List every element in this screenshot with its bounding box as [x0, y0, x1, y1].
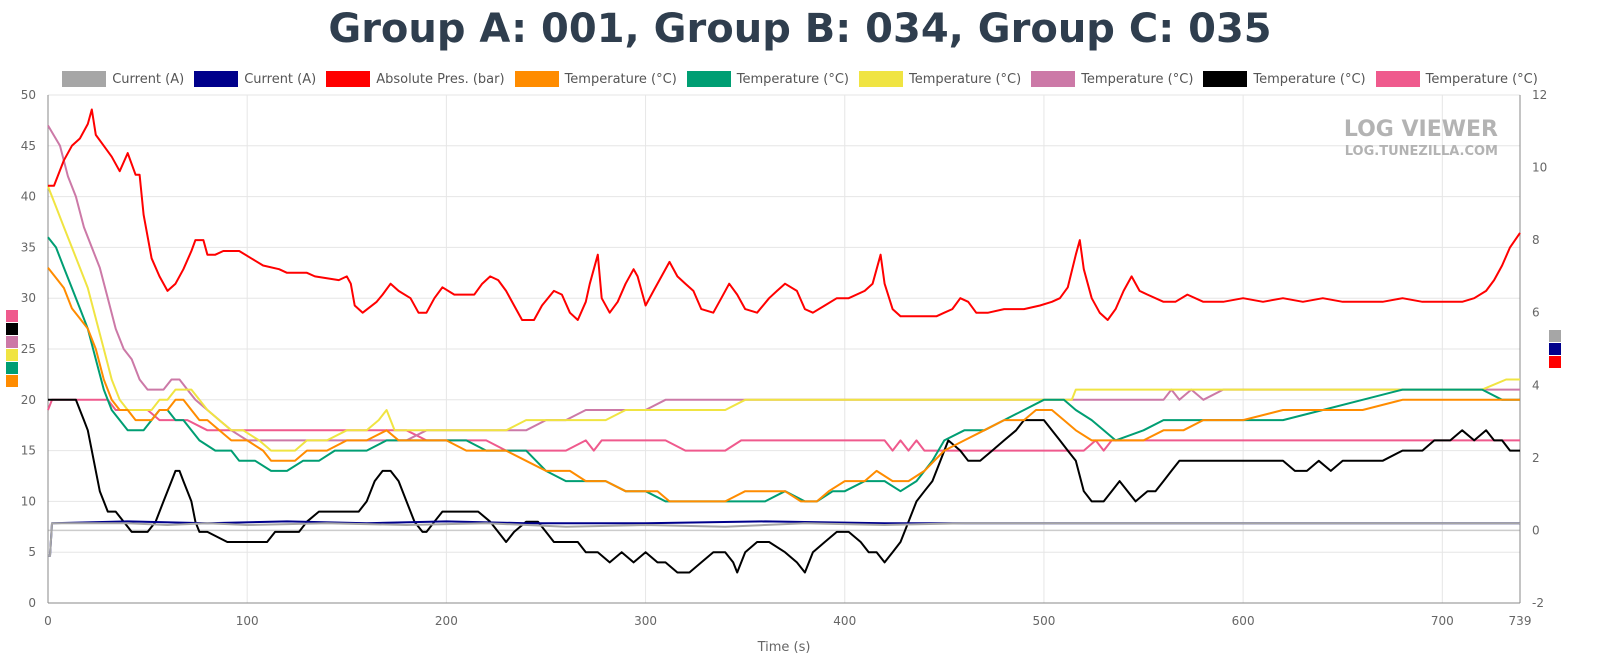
- x-tick-label: 739: [1509, 614, 1532, 628]
- y-left-tick-label: 30: [21, 291, 36, 305]
- y-right-tick-label: 2: [1532, 451, 1540, 465]
- axis-series-marker: [1549, 356, 1561, 368]
- legend-item[interactable]: Temperature (°C): [686, 68, 849, 90]
- y-left-tick-label: 5: [28, 545, 36, 559]
- y-right-tick-label: 10: [1532, 161, 1547, 175]
- x-tick-label: 200: [435, 614, 458, 628]
- x-tick-label: 600: [1232, 614, 1255, 628]
- legend-label: Temperature (°C): [1081, 71, 1194, 87]
- y-right-tick-label: 6: [1532, 306, 1540, 320]
- legend-item[interactable]: Temperature (°C): [858, 68, 1022, 90]
- series-line: [47, 236, 1520, 503]
- legend-label: Temperature (°C): [564, 71, 677, 87]
- legend-swatch: [62, 71, 107, 87]
- legend-label: Temperature (°C): [1253, 71, 1366, 87]
- y-left-tick-label: 35: [21, 240, 36, 254]
- legend-label: Temperature (°C): [1425, 71, 1538, 87]
- x-tick-label: 100: [236, 614, 259, 628]
- series-line: [48, 398, 1520, 574]
- series-line: [47, 124, 1520, 442]
- y-left-tick-label: 40: [21, 190, 36, 204]
- legend-swatch: [1031, 71, 1076, 87]
- series-line: [47, 186, 1520, 452]
- series-line: [47, 267, 1520, 503]
- axis-series-marker: [6, 375, 18, 387]
- legend-item[interactable]: Temperature (°C): [1203, 68, 1366, 90]
- y-right-tick-label: -2: [1532, 596, 1544, 610]
- legend-item[interactable]: Current (A): [62, 68, 184, 90]
- series-line: [48, 522, 1520, 557]
- y-left-tick-label: 45: [21, 139, 36, 153]
- y-left-tick-label: 25: [21, 342, 36, 356]
- y-left-tick-label: 15: [21, 444, 36, 458]
- legend-swatch: [194, 71, 239, 87]
- watermark-url: LOG.TUNEZILLA.COM: [1345, 144, 1498, 159]
- y-left-tick-label: 10: [21, 494, 36, 508]
- legend-label: Current (A): [112, 71, 185, 87]
- x-tick-label: 500: [1032, 614, 1055, 628]
- x-tick-label: 0: [44, 614, 52, 628]
- y-right-tick-label: 4: [1532, 378, 1540, 392]
- legend-label: Absolute Pres. (bar): [376, 71, 505, 87]
- legend-item[interactable]: Temperature (°C): [1031, 68, 1193, 90]
- y-right-tick-label: 12: [1532, 88, 1547, 102]
- y-left-tick-label: 0: [28, 596, 36, 610]
- legend-swatch: [1375, 71, 1420, 87]
- legend-item[interactable]: Temperature (°C): [1375, 68, 1538, 90]
- legend-swatch: [326, 71, 371, 87]
- legend-swatch: [858, 71, 903, 87]
- legend-swatch: [686, 71, 731, 87]
- axis-series-marker: [6, 310, 18, 322]
- series-line: [47, 398, 1520, 452]
- y-right-tick-label: 0: [1532, 523, 1540, 537]
- x-tick-label: 400: [833, 614, 856, 628]
- y-left-tick-label: 20: [21, 393, 36, 407]
- legend-swatch: [514, 71, 559, 87]
- axis-series-marker: [6, 362, 18, 374]
- legend: Current (A) Current (A) Absolute Pres. (ba…: [0, 68, 1600, 90]
- legend-label: Current (A): [244, 71, 317, 87]
- y-right-tick-label: 8: [1532, 233, 1540, 247]
- x-axis-label: Time (s): [757, 640, 811, 655]
- y-left-tick-label: 50: [21, 88, 36, 102]
- legend-label: Temperature (°C): [908, 71, 1022, 87]
- legend-swatch: [1203, 71, 1248, 87]
- legend-item[interactable]: Absolute Pres. (bar): [326, 68, 505, 90]
- legend-item[interactable]: Current (A): [194, 68, 316, 90]
- x-tick-label: 700: [1431, 614, 1454, 628]
- axis-series-marker: [6, 336, 18, 348]
- x-tick-label: 300: [634, 614, 657, 628]
- axis-series-marker: [6, 349, 18, 361]
- legend-item[interactable]: Temperature (°C): [514, 68, 677, 90]
- axis-series-marker: [1549, 343, 1561, 355]
- series-line: [48, 108, 1521, 321]
- chart-title: Group A: 001, Group B: 034, Group C: 035: [328, 6, 1272, 52]
- axis-series-marker: [1549, 330, 1561, 342]
- legend-label: Temperature (°C): [736, 71, 849, 87]
- watermark-title: LOG VIEWER: [1344, 117, 1498, 142]
- axis-series-marker: [6, 323, 18, 335]
